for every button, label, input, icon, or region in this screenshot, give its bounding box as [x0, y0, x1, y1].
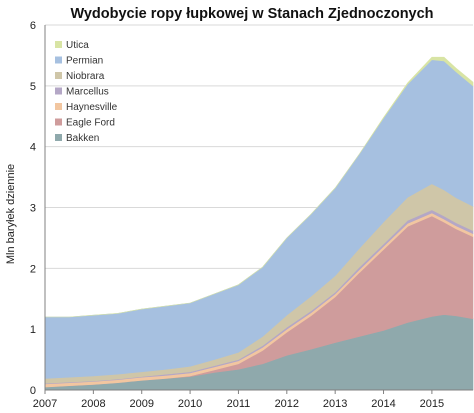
legend: Utica Permian Niobrara Marcellus Haynesville… — [55, 40, 118, 144]
y-tick-label: 2 — [30, 263, 36, 275]
x-tick-label: 2007 — [33, 398, 57, 410]
legend-label-bakken: Bakken — [66, 133, 99, 144]
legend-swatch-utica — [55, 41, 62, 48]
chart-title: Wydobycie ropy łupkowej w Stanach Zjedno… — [70, 6, 433, 22]
y-tick-label: 5 — [30, 81, 36, 93]
legend-label-eagle-ford: Eagle Ford — [66, 118, 115, 129]
legend-label-niobrara: Niobrara — [66, 71, 105, 82]
x-tick-label: 2008 — [81, 398, 105, 410]
y-axis-title: Mln baryłek dziennie — [5, 164, 17, 264]
legend-swatch-bakken — [55, 134, 62, 141]
y-tick-label: 3 — [30, 203, 36, 215]
y-tick-label: 1 — [30, 324, 36, 336]
axes: 0 1 2 3 4 5 6 2007 2008 2009 2010 2011 2012 2013 2014 2… — [30, 20, 473, 410]
legend-swatch-niobrara — [55, 72, 62, 79]
y-tick-label: 4 — [30, 142, 36, 154]
legend-swatch-haynesville — [55, 103, 62, 110]
legend-label-permian: Permian — [66, 56, 103, 67]
area-utica — [45, 56, 474, 318]
legend-swatch-marcellus — [55, 87, 62, 95]
x-tick-label: 2012 — [275, 398, 299, 410]
legend-swatch-eagle-ford — [55, 118, 62, 126]
x-tick-label: 2009 — [129, 398, 153, 410]
x-tick-label: 2015 — [420, 398, 444, 410]
y-tick-label: 0 — [30, 385, 36, 397]
y-tick-label: 6 — [30, 20, 36, 32]
x-tick-label: 2010 — [178, 398, 202, 410]
x-tick-label: 2013 — [323, 398, 347, 410]
x-tick-label: 2014 — [371, 398, 395, 410]
area-series-group — [44, 56, 474, 391]
legend-swatch-permian — [55, 56, 62, 64]
legend-label-utica: Utica — [66, 40, 89, 51]
legend-label-marcellus: Marcellus — [66, 87, 109, 98]
x-tick-label: 2011 — [227, 398, 251, 410]
legend-label-haynesville: Haynesville — [66, 102, 118, 113]
